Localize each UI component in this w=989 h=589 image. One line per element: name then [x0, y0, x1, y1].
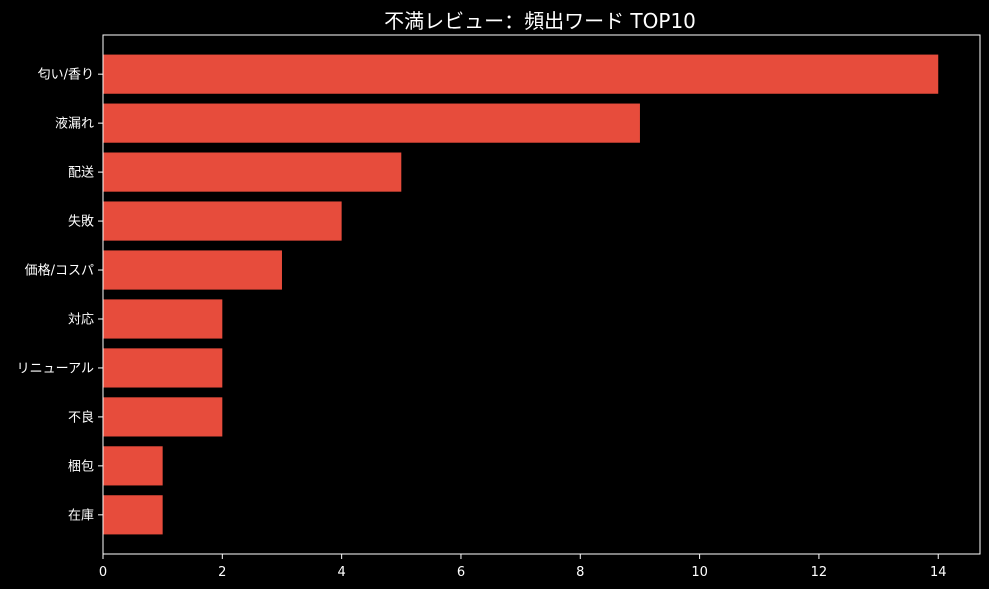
x-tick-label-6: 6: [457, 565, 465, 580]
x-tick-label-0: 0: [99, 565, 107, 580]
bar-8: [103, 397, 223, 437]
chart-title: 不満レビュー：頻出ワード TOP10: [384, 9, 696, 33]
bar-6: [103, 299, 223, 339]
y-tick-label-2: 液漏れ: [55, 116, 94, 132]
bar-5: [103, 250, 282, 290]
y-tick-label-10: 在庫: [68, 508, 94, 523]
y-tick-label-7: リニューアル: [17, 361, 94, 376]
plot-frame: [102, 34, 981, 555]
x-tick-label-14: 14: [930, 565, 947, 580]
bar-9: [103, 446, 163, 486]
y-tick-label-5: 価格/コスパ: [25, 263, 94, 279]
x-tick-label-8: 8: [576, 565, 584, 580]
x-tick-label-2: 2: [218, 565, 226, 580]
y-tick-label-6: 対応: [68, 312, 94, 327]
bar-10: [103, 495, 163, 535]
y-tick-label-8: 不良: [68, 409, 94, 425]
y-tick-label-4: 失敗: [68, 215, 94, 230]
x-tick-label-12: 12: [811, 565, 828, 580]
bar-3: [103, 152, 402, 192]
y-tick-label-3: 配送: [68, 166, 94, 181]
y-tick-label-1: 匂い/香り: [38, 68, 94, 83]
bar-4: [103, 201, 342, 241]
bar-7: [103, 348, 223, 388]
x-tick-label-4: 4: [337, 565, 345, 580]
y-tick-label-9: 梱包: [68, 459, 94, 474]
x-tick-label-10: 10: [691, 565, 708, 580]
bar-2: [103, 103, 640, 143]
bar-1: [103, 54, 939, 94]
